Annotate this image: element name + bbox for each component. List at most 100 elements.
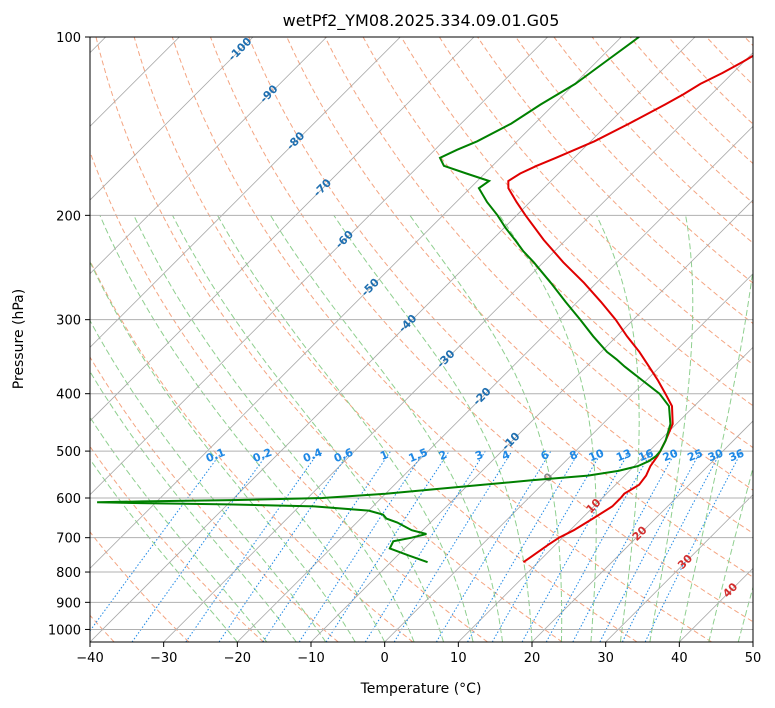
dry-adiabat-line bbox=[171, 37, 712, 642]
y-tick-label: 400 bbox=[56, 388, 81, 403]
mixing-ratio-label: 1.5 bbox=[407, 446, 430, 465]
isotherm-line bbox=[679, 567, 753, 642]
moist-adiabat-line bbox=[90, 458, 238, 642]
mixing-ratio-label: 0.4 bbox=[301, 446, 324, 465]
mixing-ratio-label: 0.6 bbox=[332, 446, 355, 465]
y-tick-label: 500 bbox=[56, 445, 81, 460]
x-tick-label: −40 bbox=[76, 651, 103, 666]
dewpoint-line bbox=[97, 37, 672, 564]
mixing-ratio-label: 1 bbox=[378, 448, 390, 463]
dry-adiabat-line bbox=[553, 37, 753, 244]
x-tick-label: −10 bbox=[297, 651, 324, 666]
mixing-ratio-line bbox=[521, 450, 630, 642]
dry-adiabat-line bbox=[90, 150, 488, 642]
isotherm-label: 30 bbox=[675, 552, 695, 572]
y-tick-label: 800 bbox=[56, 566, 81, 581]
x-tick-label: 0 bbox=[381, 651, 389, 666]
x-tick-label: 40 bbox=[671, 651, 688, 666]
isotherm-line bbox=[384, 273, 753, 642]
isotherm-label: -100 bbox=[226, 35, 255, 64]
moist-adiabat-line bbox=[649, 215, 694, 642]
dry-adiabat-line bbox=[90, 531, 190, 642]
moist-adiabat-line bbox=[99, 215, 386, 642]
y-axis-label: Pressure (hPa) bbox=[11, 289, 27, 389]
profiles bbox=[97, 37, 753, 564]
isotherm-line bbox=[90, 37, 401, 348]
mixing-ratio-label: 20 bbox=[661, 446, 680, 464]
x-axis-label: Temperature (°C) bbox=[360, 681, 482, 697]
pressure-grid bbox=[90, 37, 753, 630]
x-tick-label: 30 bbox=[597, 651, 614, 666]
dry-adiabat-line bbox=[95, 37, 563, 642]
dry-adiabat-line bbox=[744, 37, 753, 47]
dry-adiabat-line bbox=[438, 37, 753, 365]
mixing-ratio-line bbox=[545, 450, 653, 642]
moist-adiabat-line bbox=[217, 215, 474, 642]
isotherm-label: 40 bbox=[720, 580, 740, 600]
dry-adiabat-line bbox=[133, 37, 638, 642]
moist-adiabat-line bbox=[678, 265, 753, 642]
x-tick-label: 50 bbox=[745, 651, 762, 666]
isotherm-line bbox=[90, 37, 475, 422]
x-tick-label: −20 bbox=[224, 651, 251, 666]
chart-title: wetPf2_YM08.2025.334.09.01.G05 bbox=[283, 11, 560, 31]
dry-adiabat-line bbox=[706, 37, 753, 86]
temperature-line bbox=[507, 54, 753, 564]
isotherm-line bbox=[237, 125, 753, 642]
moist-adiabat-line bbox=[90, 370, 297, 642]
isotherm-line bbox=[90, 37, 254, 201]
isotherm-line bbox=[90, 37, 622, 569]
moist-adiabat-line bbox=[737, 585, 753, 642]
mixing-ratio-label: 30 bbox=[706, 446, 725, 464]
line-labels: 0.1 0.2 0.4 0.6 1 1.5 2 3 4 6 8 10 13 16 20 25 30 36-100-… bbox=[204, 35, 746, 600]
isotherm-line bbox=[605, 494, 753, 642]
isotherm-line bbox=[310, 199, 753, 642]
isotherm-label: -50 bbox=[359, 276, 382, 299]
isotherm-label: -70 bbox=[311, 176, 334, 199]
mixing-ratio-line bbox=[364, 450, 486, 642]
mixing-ratio-label: 10 bbox=[587, 446, 606, 464]
dry-adiabat-line bbox=[210, 37, 753, 623]
plot-frame bbox=[89, 36, 754, 643]
mixing-ratio-label: 0.2 bbox=[251, 446, 274, 465]
moist-adiabat-line bbox=[270, 215, 503, 642]
y-tick-label: 100 bbox=[56, 31, 81, 46]
moist-adiabat-line bbox=[708, 466, 753, 642]
mixing-ratio-label: 3 bbox=[473, 448, 485, 463]
mixing-ratio-line bbox=[621, 450, 722, 642]
dry-adiabat-line bbox=[477, 37, 753, 325]
mixing-ratio-label: 36 bbox=[727, 446, 746, 464]
moist-adiabat-line bbox=[499, 215, 597, 642]
isotherm-line bbox=[90, 37, 327, 275]
isotherm-line bbox=[163, 52, 753, 642]
mixing-ratio-line bbox=[185, 450, 320, 642]
dry-adiabat-line bbox=[286, 37, 753, 534]
mixing-ratio-line bbox=[467, 450, 580, 642]
background-lines bbox=[90, 37, 753, 642]
isotherm-label: -20 bbox=[470, 385, 493, 408]
isotherm-line bbox=[90, 37, 696, 642]
moist-adiabat-line bbox=[90, 319, 327, 642]
skewed-isotherms bbox=[90, 37, 753, 642]
x-axis-ticks: −40 −30 −20 −10 0 10 20 30 40 50 bbox=[76, 642, 761, 666]
dry-adiabat-line bbox=[400, 37, 753, 407]
isotherm-line bbox=[531, 420, 753, 642]
mixing-ratio-line bbox=[218, 450, 351, 642]
mixing-ratio-label: 8 bbox=[568, 448, 580, 463]
x-tick-label: 10 bbox=[450, 651, 467, 666]
moist-adiabats bbox=[90, 215, 753, 642]
dry-adiabat-line bbox=[90, 356, 339, 642]
mixing-ratio-line bbox=[298, 450, 425, 642]
mixing-ratio-label: 25 bbox=[686, 447, 705, 465]
dry-adiabats bbox=[90, 37, 753, 642]
y-tick-label: 1000 bbox=[48, 623, 81, 638]
moist-adiabat-line bbox=[596, 215, 640, 642]
dry-adiabat-line bbox=[668, 37, 753, 125]
mixing-ratio-line bbox=[131, 450, 270, 642]
y-tick-label: 700 bbox=[56, 532, 81, 547]
moist-adiabat-line bbox=[172, 215, 445, 642]
isotherm-line bbox=[752, 641, 753, 642]
mixing-ratio-label: 6 bbox=[539, 448, 551, 463]
moist-adiabat-line bbox=[90, 260, 356, 642]
